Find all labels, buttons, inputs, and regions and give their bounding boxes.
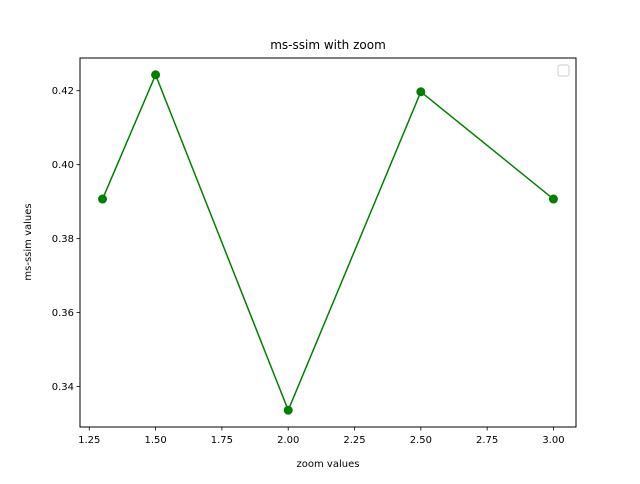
x-tick-label: 3.00 bbox=[542, 435, 564, 446]
data-point bbox=[98, 194, 108, 204]
y-tick-label: 0.34 bbox=[52, 382, 74, 393]
plot-background bbox=[80, 58, 576, 427]
data-point bbox=[548, 194, 558, 204]
x-axis-label: zoom values bbox=[297, 459, 360, 470]
y-axis: 0.34 0.36 0.38 0.40 0.42 bbox=[52, 86, 80, 393]
x-tick-label: 2.50 bbox=[410, 435, 432, 446]
series-layer bbox=[98, 70, 558, 415]
plot-area bbox=[80, 58, 576, 427]
y-tick-label: 0.40 bbox=[52, 160, 74, 171]
chart-title: ms-ssim with zoom bbox=[270, 38, 386, 52]
data-point bbox=[151, 70, 161, 80]
legend-box bbox=[557, 64, 570, 77]
y-tick-label: 0.36 bbox=[52, 308, 74, 319]
x-tick-label: 2.75 bbox=[476, 435, 498, 446]
y-tick-label: 0.38 bbox=[52, 234, 74, 245]
plot-frame bbox=[79, 57, 577, 428]
x-tick-label: 2.25 bbox=[343, 435, 365, 446]
y-tick-label: 0.42 bbox=[52, 86, 74, 97]
x-axis: 1.25 1.50 1.75 2.00 2.25 2.50 2.75 3.00 bbox=[78, 427, 565, 446]
data-point bbox=[283, 405, 293, 415]
x-tick-label: 1.50 bbox=[144, 435, 166, 446]
data-point bbox=[416, 87, 426, 97]
x-tick-label: 2.00 bbox=[277, 435, 299, 446]
x-tick-label: 1.25 bbox=[78, 435, 100, 446]
y-axis-label: ms-ssim values bbox=[23, 203, 34, 280]
x-tick-label: 1.75 bbox=[211, 435, 233, 446]
